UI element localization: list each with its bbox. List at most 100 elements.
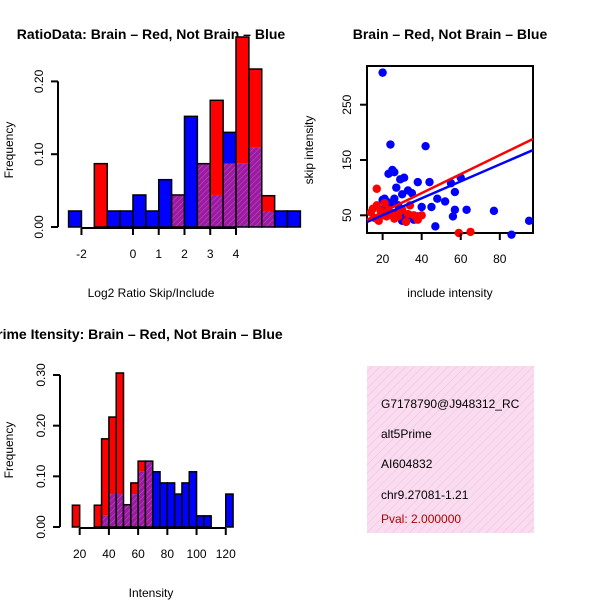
ratio-bar-overlap [236, 163, 249, 227]
intensity-bar-overlap [108, 494, 117, 527]
scatter-axes: 20 40 60 80 50 150 250 [340, 94, 507, 266]
scatter-y-tick-label: 150 [340, 150, 354, 170]
scatter-point-not-brain [448, 212, 458, 221]
scatter-chart-title: Brain – Red, Not Brain – Blue [353, 26, 548, 42]
ratio-x-tick-label: -2 [76, 247, 87, 261]
ratio-bar-brain [236, 36, 249, 164]
ratio-chart-title: RatioData: Brain – Red, Not Brain – Blue [17, 26, 286, 42]
scatter-point-not-brain [390, 194, 399, 203]
scatter-x-tick-label: 80 [493, 252, 507, 266]
scatter-point-brain [417, 211, 426, 220]
ratio-bar-brain [248, 69, 262, 148]
intensity-x-tick-label: 60 [131, 547, 145, 561]
intensity-bar-overlap [145, 461, 153, 527]
info-box-background [367, 366, 534, 533]
scatter-point-not-brain [489, 206, 499, 216]
intensity-scatter-panel: Brain – Red, Not Brain – Blue skip inten… [302, 26, 547, 300]
scatter-point-not-brain [433, 194, 442, 203]
scatter-chart-ylabel: skip intensity [302, 116, 316, 185]
ratio-bar-brain [261, 195, 275, 211]
info-location: chr9.27081-1.21 [381, 488, 469, 502]
ratio-bar-outline [286, 210, 302, 228]
intensity-bar-not-brain [196, 515, 204, 527]
scatter-x-tick-label: 20 [376, 252, 390, 266]
intensity-y-tick-label: 0.20 [34, 414, 48, 438]
ratio-bar-not-brain [223, 132, 236, 164]
scatter-point-not-brain [386, 140, 395, 149]
scatter-y-tick-label: 50 [340, 208, 354, 222]
ratio-bar-overlap [197, 163, 211, 227]
intensity-y-tick-label: 0.10 [34, 464, 48, 488]
scatter-point-not-brain [417, 202, 426, 212]
ratio-bar-not-brain [287, 210, 301, 227]
intensity-bar-brain [116, 372, 124, 495]
ratio-x-tick-label: 2 [181, 247, 188, 261]
intensity-chart-ylabel: Frequency [2, 422, 16, 479]
intensity-bar-not-brain [203, 515, 212, 527]
scatter-plot-frame [366, 65, 534, 234]
ratio-bar-brain [94, 163, 108, 227]
scatter-point-not-brain [425, 177, 434, 187]
scatter-point-not-brain [378, 68, 387, 77]
ratio-chart-ylabel: Frequency [2, 122, 16, 179]
intensity-bar-not-brain [181, 482, 190, 527]
scatter-points [366, 68, 534, 239]
intensity-x-tick-label: 100 [187, 547, 207, 561]
ratio-bar-not-brain [145, 210, 159, 227]
ratio-bar-not-brain [107, 210, 121, 227]
intensity-bar-not-brain [225, 494, 234, 527]
ratio-bar-not-brain [132, 194, 146, 227]
scatter-point-not-brain [427, 202, 436, 212]
ratio-bar-not-brain [274, 210, 288, 227]
intensity-y-tick-label: 0.30 [34, 363, 48, 387]
info-pval: Pval: 2.000000 [381, 512, 461, 526]
intensity-y-tick-label: 0.00 [34, 515, 48, 539]
scatter-point-brain [380, 198, 389, 208]
scatter-x-tick-label: 40 [415, 252, 429, 266]
ratio-histogram-bars [67, 36, 302, 228]
scatter-point-brain [401, 217, 411, 227]
scatter-point-not-brain [390, 167, 399, 177]
scatter-point-not-brain [407, 188, 417, 198]
intensity-bar-brain [130, 482, 139, 495]
ratio-x-tick-label: 0 [130, 247, 137, 261]
intensity-x-tick-label: 120 [216, 547, 236, 561]
scatter-point-not-brain [440, 197, 450, 206]
scatter-fit-line-brain [366, 137, 534, 221]
ratio-y-tick-label: 0.00 [32, 215, 46, 239]
intensity-bar-brain [108, 417, 117, 495]
ratio-bar-overlap [248, 147, 262, 227]
intensity-histogram-axes: 0.00 0.10 0.20 0.30 20 40 60 80 100 120 [34, 363, 236, 561]
ratio-bar-outline [67, 210, 83, 228]
scatter-point-not-brain [421, 141, 430, 151]
scatter-point-not-brain [450, 205, 460, 214]
info-probe-id: G7178790@J948312_RC [381, 397, 520, 411]
intensity-bar-brain [72, 505, 80, 527]
intensity-bar-overlap [123, 505, 131, 527]
scatter-point-not-brain [524, 216, 534, 226]
ratio-y-tick-label: 0.20 [32, 69, 46, 93]
intensity-x-tick-label: 40 [102, 547, 116, 561]
ratio-bar-not-brain [120, 210, 133, 227]
intensity-bar-outline [225, 493, 234, 528]
ratio-y-tick-label: 0.10 [32, 142, 46, 166]
ratio-bar-overlap [223, 163, 236, 227]
intensity-bar-outline [71, 504, 81, 528]
intensity-bar-overlap [138, 471, 146, 527]
scatter-chart-xlabel: include intensity [407, 286, 492, 300]
intensity-bar-brain [101, 438, 109, 516]
ratio-chart-xlabel: Log2 Ratio Skip/Include [88, 286, 215, 300]
intensity-chart-xlabel: Intensity [129, 586, 174, 600]
scatter-point-not-brain [462, 205, 471, 214]
ratio-bar-outline [248, 68, 263, 228]
intensity-bar-not-brain [174, 494, 182, 527]
scatter-point-brain [372, 184, 381, 193]
scatter-fit-line-not-brain [366, 148, 534, 224]
ratio-x-tick-label: 1 [155, 247, 162, 261]
ratio-bar-overlap [171, 195, 185, 227]
ratio-bar-overlap [261, 210, 275, 227]
intensity-bar-not-brain [189, 471, 197, 527]
ratio-bar-overlap [210, 194, 224, 227]
ratio-x-tick-label: 4 [233, 247, 240, 261]
